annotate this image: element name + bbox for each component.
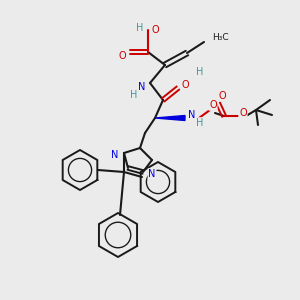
Text: H: H [196, 118, 204, 128]
Text: N: N [148, 169, 156, 179]
Text: O: O [209, 100, 217, 110]
Text: N: N [111, 150, 119, 160]
Text: H: H [130, 90, 138, 100]
Text: H: H [196, 67, 204, 77]
Text: O: O [181, 80, 189, 90]
Text: O: O [151, 25, 159, 35]
Text: N: N [188, 110, 196, 120]
Text: O: O [218, 91, 226, 101]
Text: N: N [138, 82, 146, 92]
Text: O: O [118, 51, 126, 61]
Text: H₃C: H₃C [212, 34, 229, 43]
Text: O: O [239, 108, 247, 118]
Polygon shape [155, 116, 185, 121]
Text: H: H [136, 23, 144, 33]
